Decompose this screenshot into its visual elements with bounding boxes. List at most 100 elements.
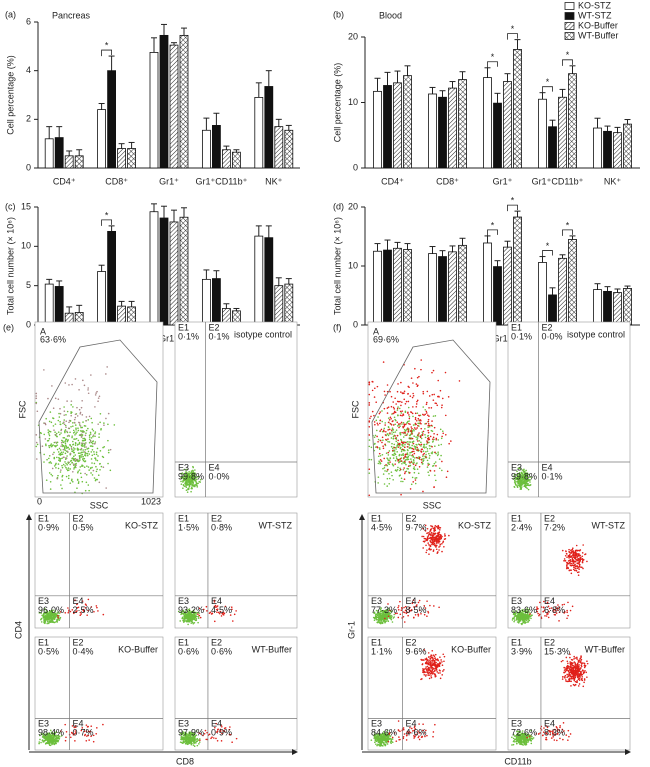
event-dot xyxy=(400,438,402,441)
y-tick-label: 10 xyxy=(348,260,358,270)
event-dot xyxy=(427,424,430,427)
y-axis-label: Cell percentage (%) xyxy=(332,63,342,143)
event-dot xyxy=(381,430,384,433)
event-dot xyxy=(438,606,440,609)
event-dot xyxy=(396,468,399,471)
event-dot xyxy=(72,470,74,473)
event-dot xyxy=(430,654,433,657)
event-dot xyxy=(194,616,196,618)
event-dot xyxy=(571,550,574,553)
event-dot xyxy=(579,556,582,559)
event-dot xyxy=(399,738,401,741)
event-dot xyxy=(63,423,66,426)
event-dot xyxy=(66,440,69,443)
event-dot xyxy=(86,448,88,450)
event-dot xyxy=(81,445,83,447)
event-dot xyxy=(182,612,185,615)
event-dot xyxy=(91,428,94,430)
event-dot xyxy=(408,420,410,422)
event-dot xyxy=(62,456,65,459)
event-dot xyxy=(87,419,90,421)
event-dot xyxy=(218,612,221,615)
event-dot xyxy=(94,479,97,482)
event-dot xyxy=(62,422,64,425)
event-dot xyxy=(82,379,84,382)
panel-label: (e) xyxy=(3,322,14,332)
event-dot xyxy=(88,730,90,733)
event-dot xyxy=(395,429,398,431)
event-dot xyxy=(430,676,433,679)
event-dot xyxy=(417,434,419,436)
event-dot xyxy=(436,433,439,436)
event-dot xyxy=(64,442,67,445)
event-dot xyxy=(92,435,94,438)
event-dot xyxy=(48,430,51,433)
event-dot xyxy=(50,741,53,743)
event-dot xyxy=(54,732,56,734)
event-dot xyxy=(522,619,524,622)
event-dot xyxy=(71,436,73,439)
event-dot xyxy=(191,613,194,616)
event-dot xyxy=(75,428,77,431)
event-dot xyxy=(433,605,435,607)
event-dot xyxy=(375,743,377,745)
bar xyxy=(548,294,557,326)
event-dot xyxy=(377,618,379,621)
event-dot xyxy=(390,437,393,439)
event-dot xyxy=(450,440,452,442)
event-dot xyxy=(397,606,399,609)
event-dot xyxy=(79,412,82,415)
event-dot xyxy=(379,461,381,464)
event-dot xyxy=(419,443,421,446)
event-dot xyxy=(380,615,383,617)
event-dot xyxy=(417,435,419,438)
event-dot xyxy=(77,470,79,473)
event-dot xyxy=(375,618,377,620)
event-dot xyxy=(183,468,185,471)
plot-frame xyxy=(174,321,298,498)
event-dot xyxy=(430,452,433,454)
event-dot xyxy=(90,472,92,474)
event-dot xyxy=(378,622,381,624)
event-dot xyxy=(415,462,418,465)
event-dot xyxy=(190,479,192,482)
event-dot xyxy=(78,424,81,426)
event-dot xyxy=(56,435,58,438)
event-dot xyxy=(51,613,53,616)
event-dot xyxy=(72,406,74,408)
event-dot xyxy=(388,482,391,485)
event-dot xyxy=(78,441,81,444)
event-dot xyxy=(49,411,52,413)
event-dot xyxy=(384,739,387,742)
event-dot xyxy=(390,417,392,420)
event-dot xyxy=(53,616,56,619)
event-dot xyxy=(62,441,65,444)
event-dot xyxy=(193,612,196,615)
event-dot xyxy=(407,392,409,395)
event-dot xyxy=(427,462,429,465)
event-dot xyxy=(429,533,431,536)
event-dot xyxy=(63,410,66,412)
event-dot xyxy=(392,429,395,431)
event-dot xyxy=(193,618,196,621)
event-dot xyxy=(407,446,409,448)
event-dot xyxy=(86,735,88,737)
event-dot xyxy=(180,732,182,735)
event-dot xyxy=(412,463,415,465)
event-dot xyxy=(59,449,62,451)
quadrant-name: E2 xyxy=(73,513,84,523)
event-dot xyxy=(97,423,99,425)
event-dot xyxy=(426,401,428,404)
significance-star: * xyxy=(491,220,495,230)
event-dot xyxy=(415,428,417,430)
event-dot xyxy=(35,434,38,436)
quadrant-percent: 8·5% xyxy=(406,605,427,615)
event-dot xyxy=(81,439,84,442)
event-dot xyxy=(228,728,231,731)
event-dot xyxy=(427,420,430,423)
event-dot xyxy=(107,449,110,451)
bar xyxy=(264,237,274,326)
event-dot xyxy=(396,451,398,453)
event-dot xyxy=(387,406,390,408)
event-dot xyxy=(414,412,417,415)
